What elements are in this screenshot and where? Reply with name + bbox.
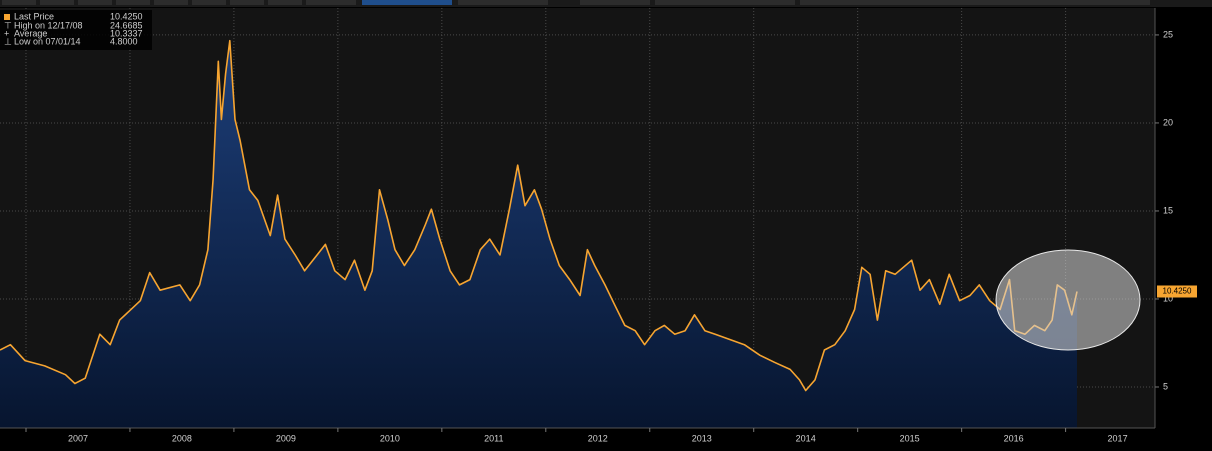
last-price-label: 10.4250 bbox=[1163, 287, 1192, 296]
highlight-circle bbox=[995, 249, 1141, 351]
x-tick-label: 2012 bbox=[588, 433, 608, 443]
legend-icon: + bbox=[4, 28, 9, 38]
legend-value: 4.8000 bbox=[110, 36, 138, 46]
y-tick-label: 5 bbox=[1163, 381, 1168, 391]
legend-icon: ⊥ bbox=[4, 36, 12, 46]
y-tick-label: 15 bbox=[1163, 205, 1173, 215]
last-price-marker bbox=[1157, 285, 1197, 298]
area bbox=[0, 40, 1077, 428]
legend-value: 10.3337 bbox=[110, 28, 143, 38]
x-tick-label: 2015 bbox=[900, 433, 920, 443]
x-tick-label: 2010 bbox=[380, 433, 400, 443]
x-tick-label: 2013 bbox=[692, 433, 712, 443]
x-tick-label: 2008 bbox=[172, 433, 192, 443]
x-tick-label: 2014 bbox=[796, 433, 816, 443]
legend-icon: ⊤ bbox=[4, 20, 12, 30]
toolbar bbox=[0, 0, 1212, 7]
x-tick-label: 2009 bbox=[276, 433, 296, 443]
legend-label: Low on 07/01/14 bbox=[14, 36, 81, 46]
line bbox=[0, 39, 1078, 392]
legend-label: High on 12/17/08 bbox=[14, 20, 83, 30]
x-tick-label: 2017 bbox=[1108, 433, 1128, 443]
legend-label: Average bbox=[14, 28, 47, 38]
legend-value: 10.4250 bbox=[110, 11, 143, 21]
x-tick-label: 2011 bbox=[484, 433, 503, 443]
y-tick-label: 10 bbox=[1163, 293, 1173, 303]
y-tick-label: 25 bbox=[1163, 29, 1173, 39]
legend-value: 24.6685 bbox=[110, 20, 143, 30]
legend-swatch bbox=[4, 14, 10, 20]
x-tick-label: 2007 bbox=[68, 433, 88, 443]
y-tick-label: 20 bbox=[1163, 117, 1173, 127]
legend-label: Last Price bbox=[14, 11, 54, 21]
legend: ⊤ + ⊥ Last Price 10.4250 High on 12/17/0… bbox=[0, 10, 152, 50]
x-tick-label: 2016 bbox=[1004, 433, 1024, 443]
legend-box bbox=[0, 10, 152, 50]
